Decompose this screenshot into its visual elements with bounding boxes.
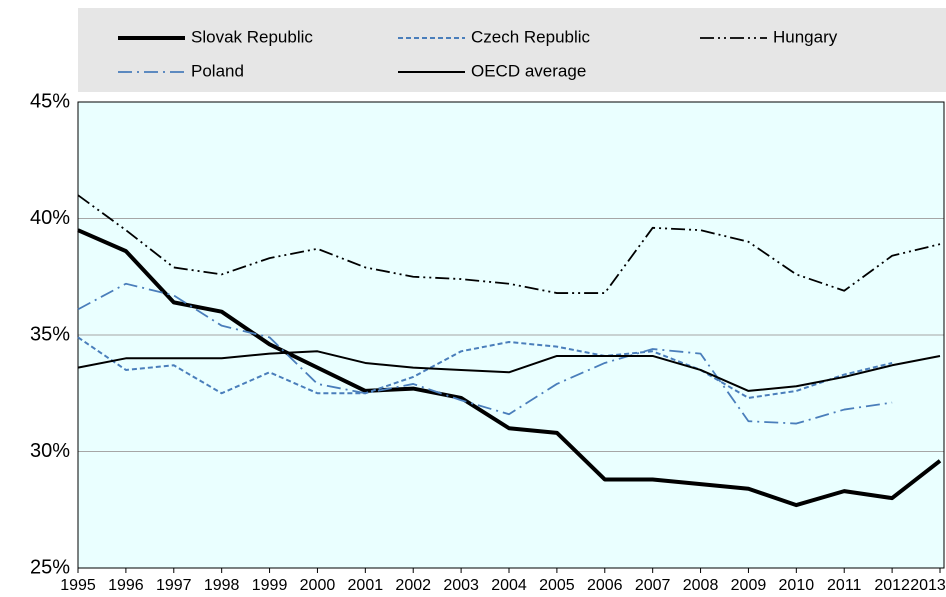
x-tick-label: 1996 xyxy=(108,577,144,594)
x-tick-label: 2002 xyxy=(395,577,431,594)
x-tick-label: 2011 xyxy=(827,577,862,594)
legend-background xyxy=(78,8,946,92)
series-line xyxy=(77,336,893,399)
y-tick-label: 35% xyxy=(30,323,70,345)
x-tick-label: 2006 xyxy=(587,577,623,594)
x-tick-label: 1999 xyxy=(252,577,288,594)
series-line xyxy=(77,228,942,508)
x-tick-label: 2013 xyxy=(910,577,946,594)
x-tick-label: 2008 xyxy=(683,577,719,594)
x-tick-label: 2007 xyxy=(635,577,671,594)
x-tick-label: 2012 xyxy=(874,577,910,594)
x-tick-label: 2009 xyxy=(731,577,767,594)
plot-border xyxy=(77,101,945,569)
y-tick-label: 30% xyxy=(30,440,70,462)
x-tick-label: 2003 xyxy=(443,577,479,594)
series-line xyxy=(77,350,941,392)
series-line xyxy=(77,282,893,425)
y-tick-label: 40% xyxy=(30,207,70,229)
x-tick-label: 2005 xyxy=(539,577,575,594)
y-tick-label: 25% xyxy=(30,556,70,578)
x-tick-label: 1997 xyxy=(156,577,192,594)
x-tick-label: 1998 xyxy=(204,577,240,594)
legend-label: Hungary xyxy=(773,27,838,46)
x-tick-label: 2000 xyxy=(300,577,336,594)
x-tick-label: 2004 xyxy=(491,577,527,594)
legend-label: Poland xyxy=(191,61,244,80)
legend-label: OECD average xyxy=(471,61,586,80)
legend-label: Slovak Republic xyxy=(191,27,313,46)
x-tick-label: 2010 xyxy=(779,577,815,594)
x-tick-label: 2001 xyxy=(348,577,384,594)
y-tick-label: 45% xyxy=(30,90,70,112)
series-line xyxy=(77,194,941,294)
x-tick-label: 1995 xyxy=(60,577,96,594)
legend-label: Czech Republic xyxy=(471,27,591,46)
